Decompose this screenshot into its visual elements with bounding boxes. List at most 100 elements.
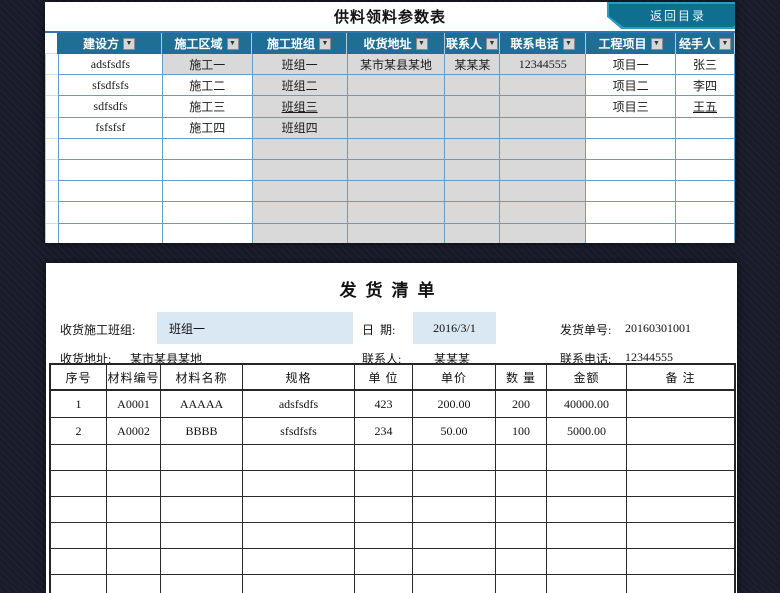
shipping-cell[interactable] xyxy=(51,549,107,575)
cell[interactable] xyxy=(445,75,501,97)
shipping-cell[interactable] xyxy=(627,575,734,593)
column-header-2[interactable]: 施工区域 ▼ xyxy=(162,33,252,54)
shipping-cell[interactable] xyxy=(161,549,243,575)
shipping-cell[interactable] xyxy=(413,497,496,523)
filter-dropdown-icon[interactable]: ▼ xyxy=(319,37,331,50)
filter-dropdown-icon[interactable]: ▼ xyxy=(486,37,498,50)
cell[interactable]: 张三 xyxy=(676,54,735,76)
cell[interactable] xyxy=(500,159,587,182)
cell[interactable] xyxy=(162,181,253,203)
cell[interactable]: 班组三 xyxy=(252,96,348,118)
column-header-6[interactable]: 联系电话 ▼ xyxy=(500,33,586,54)
shipping-cell[interactable]: 1 xyxy=(51,391,107,418)
cell[interactable]: fsfsfsf xyxy=(58,117,163,139)
cell[interactable] xyxy=(586,202,677,224)
cell[interactable] xyxy=(162,223,253,243)
shipping-cell[interactable]: 423 xyxy=(355,391,413,418)
shipping-cell[interactable] xyxy=(496,445,547,471)
cell[interactable] xyxy=(500,75,587,97)
cell[interactable] xyxy=(347,75,446,97)
shipping-cell[interactable] xyxy=(496,497,547,523)
shipping-cell[interactable] xyxy=(107,523,161,549)
cell[interactable] xyxy=(252,159,348,182)
cell[interactable]: 班组一 xyxy=(252,54,348,76)
cell[interactable] xyxy=(586,223,677,243)
shipping-cell[interactable]: 40000.00 xyxy=(547,391,627,418)
shipping-cell[interactable]: A0002 xyxy=(107,418,161,445)
column-header-1[interactable]: 建设方 ▼ xyxy=(57,33,162,54)
shipping-cell[interactable] xyxy=(627,497,734,523)
shipping-cell[interactable] xyxy=(107,445,161,471)
shipping-cell[interactable] xyxy=(107,575,161,593)
shipping-cell[interactable]: 200.00 xyxy=(413,391,496,418)
shipping-cell[interactable] xyxy=(161,497,243,523)
shipping-cell[interactable]: sfsdfsfs xyxy=(243,418,355,445)
cell[interactable]: 12344555 xyxy=(500,54,587,76)
cell[interactable]: 施工二 xyxy=(162,75,253,97)
cell[interactable] xyxy=(445,159,501,182)
shipping-cell[interactable]: 5000.00 xyxy=(547,418,627,445)
shipping-cell[interactable] xyxy=(243,471,355,497)
shipping-cell[interactable]: 2 xyxy=(51,418,107,445)
cell[interactable] xyxy=(347,138,446,160)
cell[interactable] xyxy=(586,117,677,139)
shipping-cell[interactable] xyxy=(355,575,413,593)
shipping-cell[interactable] xyxy=(355,497,413,523)
cell[interactable] xyxy=(676,159,735,182)
shipping-cell[interactable] xyxy=(547,575,627,593)
filter-dropdown-icon[interactable]: ▼ xyxy=(562,37,575,50)
shipping-cell[interactable] xyxy=(161,471,243,497)
shipping-cell[interactable] xyxy=(243,575,355,593)
cell[interactable] xyxy=(500,96,587,118)
cell[interactable]: 某某某 xyxy=(445,54,501,76)
shipping-cell[interactable] xyxy=(107,549,161,575)
cell[interactable] xyxy=(500,117,587,139)
shipping-cell[interactable] xyxy=(51,471,107,497)
cell[interactable]: 施工三 xyxy=(162,96,253,118)
shipping-cell[interactable] xyxy=(355,445,413,471)
column-header-3[interactable]: 施工班组 ▼ xyxy=(252,33,347,54)
shipping-cell[interactable] xyxy=(627,471,734,497)
cell[interactable] xyxy=(500,223,587,243)
shipping-cell[interactable]: adsfsdfs xyxy=(243,391,355,418)
cell[interactable]: 项目二 xyxy=(586,75,677,97)
cell[interactable]: sdfsdfs xyxy=(58,96,163,118)
shipping-cell[interactable] xyxy=(627,391,734,418)
cell[interactable] xyxy=(162,202,253,224)
shipping-cell[interactable] xyxy=(51,523,107,549)
cell[interactable] xyxy=(445,202,501,224)
cell[interactable] xyxy=(445,117,501,139)
shipping-cell[interactable]: 234 xyxy=(355,418,413,445)
cell[interactable] xyxy=(347,117,446,139)
shipping-cell[interactable] xyxy=(547,549,627,575)
cell[interactable] xyxy=(500,181,587,203)
column-header-7[interactable]: 工程项目 ▼ xyxy=(586,33,676,54)
team-field[interactable]: 班组一 xyxy=(157,312,353,344)
cell[interactable] xyxy=(445,223,501,243)
shipping-cell[interactable] xyxy=(355,549,413,575)
cell[interactable] xyxy=(676,138,735,160)
filter-dropdown-icon[interactable]: ▼ xyxy=(719,37,731,50)
cell[interactable]: 王五 xyxy=(676,96,735,118)
shipping-cell[interactable] xyxy=(547,523,627,549)
filter-dropdown-icon[interactable]: ▼ xyxy=(650,37,663,50)
column-header-8[interactable]: 经手人 ▼ xyxy=(676,33,735,54)
cell[interactable] xyxy=(586,181,677,203)
shipping-cell[interactable]: A0001 xyxy=(107,391,161,418)
shipping-cell[interactable] xyxy=(627,418,734,445)
cell[interactable] xyxy=(445,138,501,160)
cell[interactable] xyxy=(252,138,348,160)
cell[interactable]: 班组二 xyxy=(252,75,348,97)
shipping-cell[interactable] xyxy=(547,471,627,497)
shipping-cell[interactable] xyxy=(51,575,107,593)
shipping-cell[interactable] xyxy=(107,471,161,497)
cell[interactable] xyxy=(347,202,446,224)
cell[interactable]: 项目三 xyxy=(586,96,677,118)
cell[interactable] xyxy=(445,96,501,118)
shipping-cell[interactable] xyxy=(51,497,107,523)
cell[interactable] xyxy=(676,181,735,203)
cell[interactable] xyxy=(676,202,735,224)
filter-dropdown-icon[interactable]: ▼ xyxy=(226,37,239,50)
shipping-cell[interactable] xyxy=(627,445,734,471)
shipping-cell[interactable] xyxy=(413,445,496,471)
